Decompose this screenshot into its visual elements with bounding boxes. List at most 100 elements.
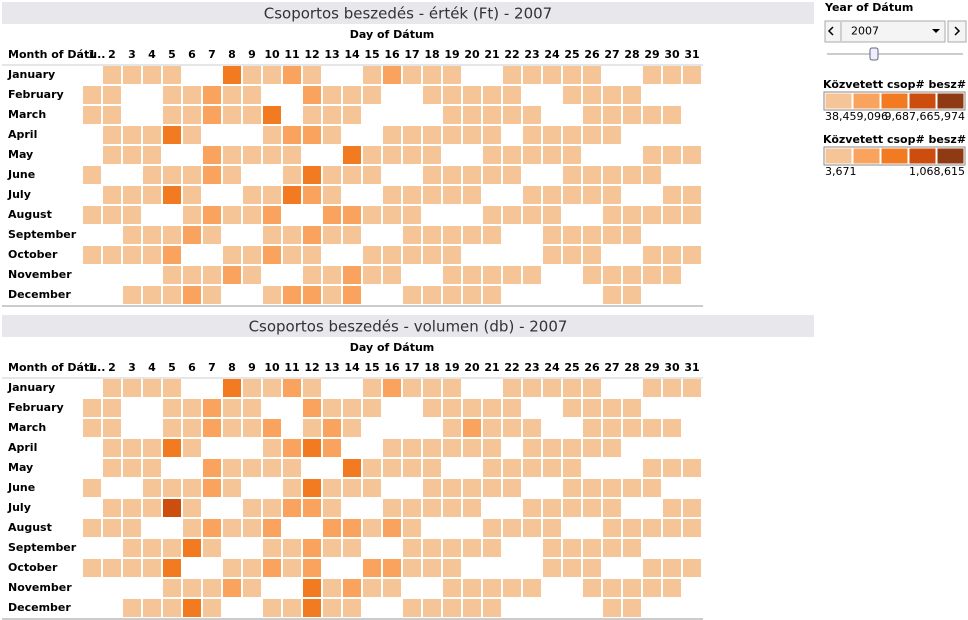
legend-swatch bbox=[852, 92, 881, 110]
cell bbox=[263, 286, 281, 304]
cell bbox=[483, 399, 501, 417]
cell bbox=[343, 146, 361, 164]
cell bbox=[683, 519, 701, 537]
cell bbox=[543, 226, 561, 244]
cell bbox=[463, 579, 481, 597]
cell bbox=[163, 539, 181, 557]
cell bbox=[523, 379, 541, 397]
cell bbox=[583, 379, 601, 397]
cell bbox=[383, 246, 401, 264]
cell bbox=[383, 66, 401, 84]
cell bbox=[163, 186, 181, 204]
x-tick-label: 22 bbox=[504, 48, 519, 61]
cell bbox=[323, 286, 341, 304]
cell bbox=[603, 126, 621, 144]
cell bbox=[103, 126, 121, 144]
cell bbox=[103, 499, 121, 517]
x-tick-label: 27 bbox=[604, 361, 619, 374]
cell bbox=[583, 166, 601, 184]
cell bbox=[463, 599, 481, 617]
cell bbox=[283, 226, 301, 244]
cell bbox=[243, 246, 261, 264]
cell bbox=[123, 599, 141, 617]
cell bbox=[263, 186, 281, 204]
cell bbox=[343, 399, 361, 417]
legend-title: Közvetett csop# besz# telj# .. bbox=[823, 78, 968, 91]
x-tick-label: 1 bbox=[88, 48, 96, 61]
x-tick-label: 27 bbox=[604, 48, 619, 61]
x-tick-label: 16 bbox=[384, 48, 400, 61]
filter-title: Year of Dátum bbox=[824, 1, 913, 14]
cell bbox=[383, 266, 401, 284]
cell bbox=[103, 206, 121, 224]
cell bbox=[443, 126, 461, 144]
cell bbox=[203, 519, 221, 537]
cell bbox=[423, 66, 441, 84]
cell bbox=[683, 66, 701, 84]
year-dropdown[interactable] bbox=[824, 20, 946, 43]
cell bbox=[683, 459, 701, 477]
cell bbox=[623, 579, 641, 597]
cell bbox=[323, 399, 341, 417]
cell bbox=[543, 559, 561, 577]
x-tick-label: 28 bbox=[624, 361, 639, 374]
cell bbox=[183, 286, 201, 304]
cell bbox=[443, 559, 461, 577]
x-tick-label: 14 bbox=[344, 48, 360, 61]
cell bbox=[603, 479, 621, 497]
legend-title: Közvetett csop# besz# telj# .. bbox=[823, 133, 968, 146]
cell bbox=[483, 206, 501, 224]
cell bbox=[143, 246, 161, 264]
cell bbox=[523, 106, 541, 124]
prev-arrow[interactable] bbox=[827, 26, 834, 36]
cell bbox=[483, 419, 501, 437]
cell bbox=[603, 599, 621, 617]
cell bbox=[343, 519, 361, 537]
cell bbox=[343, 286, 361, 304]
title-bar bbox=[2, 2, 814, 24]
cell bbox=[323, 266, 341, 284]
dropdown-arrow[interactable] bbox=[932, 29, 940, 33]
slider-handle[interactable] bbox=[869, 47, 879, 61]
cell bbox=[103, 459, 121, 477]
cell bbox=[243, 146, 261, 164]
cell bbox=[503, 66, 521, 84]
cell bbox=[323, 439, 341, 457]
cell bbox=[103, 419, 121, 437]
cell bbox=[343, 479, 361, 497]
x-tick-label: 3 bbox=[128, 361, 136, 374]
cell bbox=[283, 66, 301, 84]
cell bbox=[243, 459, 261, 477]
cell bbox=[363, 66, 381, 84]
cell bbox=[403, 186, 421, 204]
cell bbox=[183, 86, 201, 104]
y-tick-label: December bbox=[8, 601, 71, 614]
cell bbox=[483, 86, 501, 104]
cell bbox=[423, 166, 441, 184]
cell bbox=[603, 206, 621, 224]
cell bbox=[223, 459, 241, 477]
legend-swatch bbox=[908, 92, 937, 110]
cell bbox=[543, 439, 561, 457]
cell bbox=[443, 166, 461, 184]
next-button[interactable] bbox=[947, 20, 967, 43]
cell bbox=[223, 266, 241, 284]
cell bbox=[323, 519, 341, 537]
cell bbox=[523, 266, 541, 284]
cell bbox=[403, 246, 421, 264]
cell bbox=[223, 66, 241, 84]
x-tick-label: 5 bbox=[168, 361, 176, 374]
x-tick-label: 8 bbox=[228, 361, 236, 374]
cell bbox=[443, 399, 461, 417]
cell bbox=[283, 379, 301, 397]
cell bbox=[183, 599, 201, 617]
legend-swatch bbox=[852, 147, 881, 165]
cell bbox=[383, 126, 401, 144]
legend-label: 3,671 bbox=[825, 165, 857, 178]
cell bbox=[603, 439, 621, 457]
cell bbox=[183, 399, 201, 417]
cell bbox=[243, 66, 261, 84]
cell bbox=[343, 459, 361, 477]
cell bbox=[103, 186, 121, 204]
cell bbox=[363, 459, 381, 477]
